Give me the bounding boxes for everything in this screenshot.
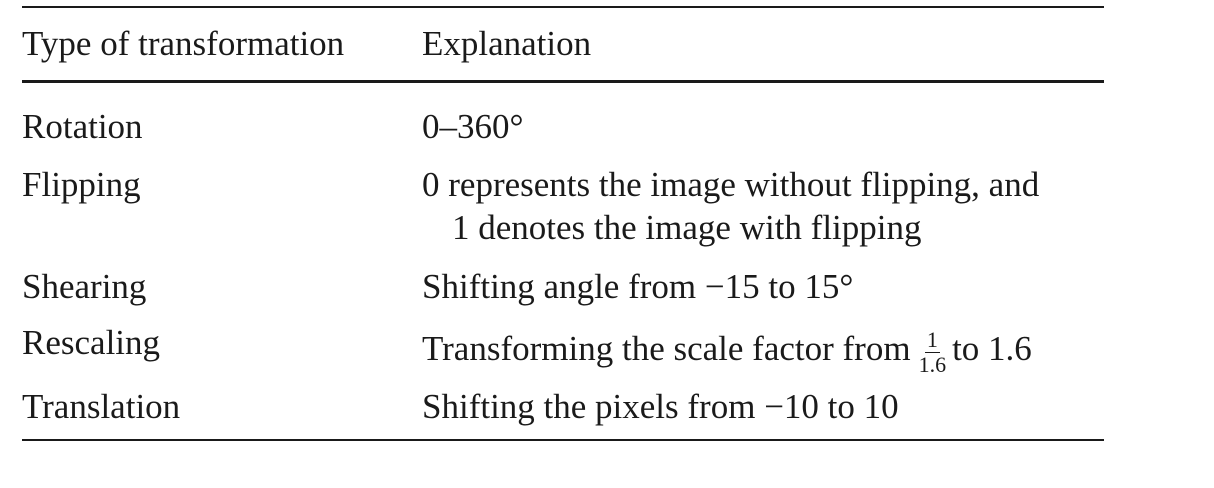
cell-explanation-flipping: 0 represents the image without flipping,… <box>422 163 1104 249</box>
explanation-flipping-line1: 0 represents the image without flipping,… <box>422 165 1040 204</box>
table-row-flipping: Flipping 0 represents the image without … <box>22 163 1104 265</box>
table-bottom-rule <box>22 439 1104 441</box>
cell-type-shearing: Shearing <box>22 267 147 306</box>
cell-type-flipping: Flipping <box>22 165 141 204</box>
explanation-flipping-line2: 1 denotes the image with flipping <box>452 208 922 247</box>
rescaling-expression: Transforming the scale factor from 1 1.6… <box>422 325 1032 376</box>
cell-explanation-rotation: 0–360° <box>422 107 524 146</box>
table-row-rescaling: Rescaling Transforming the scale factor … <box>22 321 1104 385</box>
header-explanation: Explanation <box>422 24 592 63</box>
rescaling-fraction: 1 1.6 <box>919 329 947 376</box>
table-body: Rotation 0–360° Flipping 0 represents th… <box>22 83 1104 439</box>
cell-type-translation: Translation <box>22 387 181 426</box>
table-row-shearing: Shearing Shifting angle from −15 to 15° <box>22 265 1104 321</box>
table-header-rule <box>22 80 1104 83</box>
header-type-of-transformation: Type of transformation <box>22 24 345 63</box>
fraction-denominator: 1.6 <box>918 352 947 377</box>
table-row-translation: Translation Shifting the pixels from −10… <box>22 385 1104 429</box>
rescaling-prefix: Transforming the scale factor from <box>422 329 911 368</box>
cell-explanation-rescaling: Transforming the scale factor from 1 1.6… <box>422 321 1104 376</box>
rescaling-suffix: to 1.6 <box>952 329 1032 368</box>
cell-explanation-shearing: Shifting angle from −15 to 15° <box>422 267 854 306</box>
fraction-numerator: 1 <box>924 327 940 353</box>
transformation-table: Type of transformation Explanation Rotat… <box>22 6 1104 441</box>
cell-type-rotation: Rotation <box>22 107 143 146</box>
table-top-rule <box>22 6 1104 8</box>
cell-explanation-translation: Shifting the pixels from −10 to 10 <box>422 387 899 426</box>
table-header-row: Type of transformation Explanation <box>22 8 1104 80</box>
table-row-rotation: Rotation 0–360° <box>22 105 1104 163</box>
cell-type-rescaling: Rescaling <box>22 323 161 362</box>
